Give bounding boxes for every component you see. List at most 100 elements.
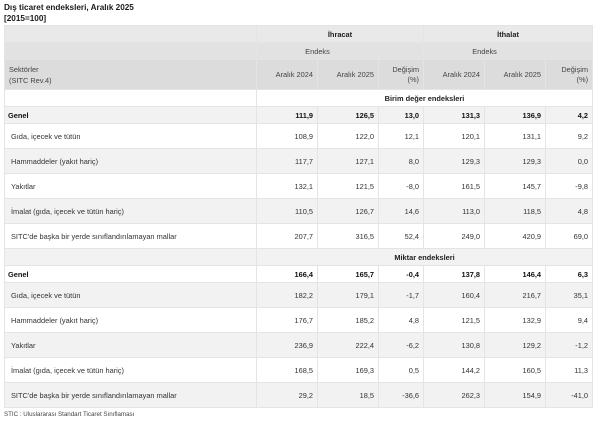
- cell: 160,4: [423, 282, 486, 308]
- row-label: Hammaddeler (yakıt hariç): [4, 307, 257, 333]
- cell: 14,6: [377, 198, 425, 224]
- cell: 9,2: [545, 123, 594, 149]
- cell: 207,7: [256, 223, 318, 249]
- table-row-genel: Genel 111,9 126,5 13,0 131,3 136,9 4,2: [4, 106, 594, 124]
- cell: 117,7: [256, 148, 318, 174]
- table-row: İmalat (gıda, içecek ve tütün hariç) 168…: [4, 357, 594, 383]
- cell: -9,8: [545, 173, 594, 199]
- row-label: SITC'de başka bir yerde sınıflandırılama…: [4, 223, 257, 249]
- cell: 126,5: [317, 106, 379, 124]
- header-col-exports-2024: Aralık 2024: [256, 59, 318, 90]
- header-empty: [377, 42, 425, 60]
- header-empty: [545, 42, 594, 60]
- row-label: Genel: [4, 265, 257, 283]
- table-subtitle: [2015=100]: [4, 14, 47, 23]
- cell: 121,5: [317, 173, 379, 199]
- header-sectors: Sektörler (SITC Rev.4): [4, 59, 257, 90]
- cell: 132,1: [256, 173, 318, 199]
- table-row: Yakıtlar 132,1 121,5 -8,0 161,5 145,7 -9…: [4, 173, 594, 199]
- cell: 4,8: [545, 198, 594, 224]
- cell: 137,8: [423, 265, 486, 283]
- table-row: Yakıtlar 236,9 222,4 -6,2 130,8 129,2 -1…: [4, 332, 594, 358]
- cell: 130,8: [423, 332, 486, 358]
- cell: 52,4: [377, 223, 425, 249]
- cell: 154,9: [484, 382, 547, 408]
- cell: 69,0: [545, 223, 594, 249]
- row-label: İmalat (gıda, içecek ve tütün hariç): [4, 198, 257, 224]
- cell: 179,1: [317, 282, 379, 308]
- cell: 136,9: [484, 106, 547, 124]
- row-label: Yakıtlar: [4, 332, 257, 358]
- cell: 146,4: [484, 265, 547, 283]
- cell: 11,3: [545, 357, 594, 383]
- cell: 122,0: [317, 123, 379, 149]
- cell: 4,2: [545, 106, 594, 124]
- header-col-imports-2024: Aralık 2024: [423, 59, 486, 90]
- footnote: STIC : Uluslararası Standart Ticaret Sın…: [4, 411, 135, 418]
- section-title: Birim değer endeksleri: [255, 89, 594, 107]
- cell: 12,1: [377, 123, 425, 149]
- cell: 13,0: [377, 106, 425, 124]
- row-label: Gıda, içecek ve tütün: [4, 123, 257, 149]
- cell: 216,7: [484, 282, 547, 308]
- cell: 0,5: [377, 357, 425, 383]
- cell: 145,7: [484, 173, 547, 199]
- cell: 108,9: [256, 123, 318, 149]
- cell: 110,5: [256, 198, 318, 224]
- cell: 420,9: [484, 223, 547, 249]
- cell: 236,9: [256, 332, 318, 358]
- header-sectors-line1: Sektörler: [9, 64, 39, 74]
- header-row-subgroups: Endeks Endeks: [4, 42, 594, 60]
- cell: 222,4: [317, 332, 379, 358]
- section-row-unit-value: Birim değer endeksleri: [4, 89, 594, 107]
- cell: 169,3: [317, 357, 379, 383]
- cell: 249,0: [423, 223, 486, 249]
- cell: 29,2: [256, 382, 318, 408]
- header-col-imports-change: Değişim (%): [545, 59, 594, 90]
- cell: -6,2: [377, 332, 425, 358]
- cell: 160,5: [484, 357, 547, 383]
- cell: 0,0: [545, 148, 594, 174]
- cell: 144,2: [423, 357, 486, 383]
- cell: 113,0: [423, 198, 486, 224]
- section-empty: [4, 89, 257, 107]
- cell: 176,7: [256, 307, 318, 333]
- cell: 8,0: [377, 148, 425, 174]
- cell: -0,4: [377, 265, 425, 283]
- cell: 129,2: [484, 332, 547, 358]
- cell: 161,5: [423, 173, 486, 199]
- cell: 120,1: [423, 123, 486, 149]
- cell: 165,7: [317, 265, 379, 283]
- row-label: SITC'de başka bir yerde sınıflandırılama…: [4, 382, 257, 408]
- header-empty: [4, 42, 257, 60]
- cell: -1,2: [545, 332, 594, 358]
- table-title: Dış ticaret endeksleri, Aralık 2025: [4, 3, 134, 12]
- section-empty: [4, 248, 257, 266]
- row-label: Hammaddeler (yakıt hariç): [4, 148, 257, 174]
- header-empty: [4, 25, 257, 43]
- cell: -41,0: [545, 382, 594, 408]
- table-row: İmalat (gıda, içecek ve tütün hariç) 110…: [4, 198, 594, 224]
- table-row: Gıda, içecek ve tütün 108,9 122,0 12,1 1…: [4, 123, 594, 149]
- cell: 182,2: [256, 282, 318, 308]
- row-label: İmalat (gıda, içecek ve tütün hariç): [4, 357, 257, 383]
- cell: 185,2: [317, 307, 379, 333]
- row-label: Yakıtlar: [4, 173, 257, 199]
- cell: 6,3: [545, 265, 594, 283]
- table-row-genel: Genel 166,4 165,7 -0,4 137,8 146,4 6,3: [4, 265, 594, 283]
- header-row-groups: İhracat İthalat: [4, 25, 594, 43]
- table-row: Hammaddeler (yakıt hariç) 117,7 127,1 8,…: [4, 148, 594, 174]
- cell: 316,5: [317, 223, 379, 249]
- cell: 121,5: [423, 307, 486, 333]
- cell: 118,5: [484, 198, 547, 224]
- section-row-quantity: Miktar endeksleri: [4, 248, 594, 266]
- header-row-columns: Sektörler (SITC Rev.4) Aralık 2024 Aralı…: [4, 59, 594, 90]
- cell: 132,9: [484, 307, 547, 333]
- cell: 18,5: [317, 382, 379, 408]
- cell: 4,8: [377, 307, 425, 333]
- cell: 111,9: [256, 106, 318, 124]
- table-row: Gıda, içecek ve tütün 182,2 179,1 -1,7 1…: [4, 282, 594, 308]
- cell: 131,3: [423, 106, 486, 124]
- cell: 126,7: [317, 198, 379, 224]
